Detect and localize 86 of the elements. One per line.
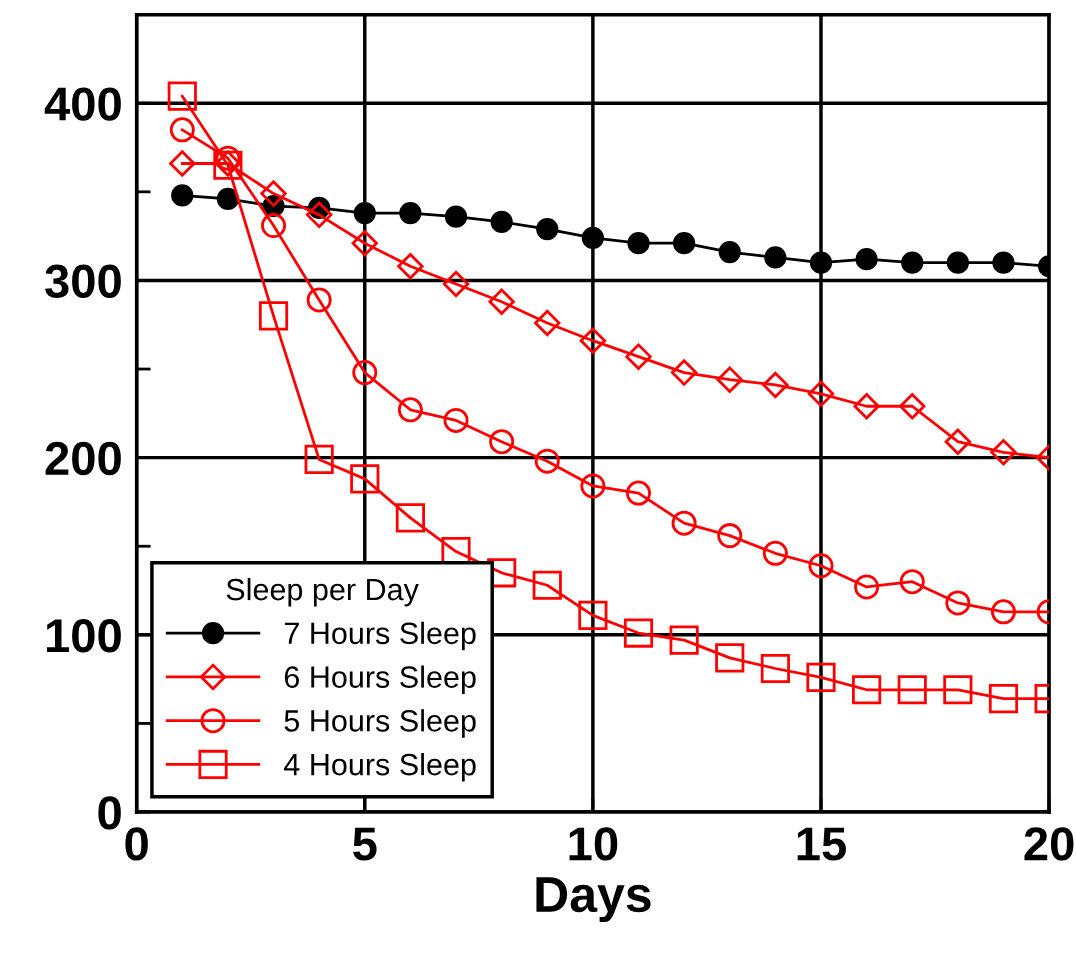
point bbox=[897, 675, 927, 705]
point bbox=[807, 380, 835, 408]
point bbox=[305, 201, 333, 229]
point bbox=[625, 343, 652, 370]
point bbox=[943, 675, 973, 705]
y-tick-label: 200 bbox=[45, 441, 121, 476]
point bbox=[352, 360, 378, 386]
point bbox=[717, 523, 743, 549]
point bbox=[395, 503, 425, 533]
point bbox=[626, 480, 651, 506]
point bbox=[852, 675, 882, 705]
point bbox=[216, 187, 240, 211]
point bbox=[443, 407, 469, 433]
legend-title: Sleep per Day bbox=[226, 577, 419, 607]
point bbox=[671, 510, 697, 536]
point bbox=[762, 371, 789, 399]
legend-label: 5 Hours Sleep bbox=[284, 709, 476, 738]
legend-label: 6 Hours Sleep bbox=[284, 665, 476, 694]
point bbox=[945, 590, 971, 616]
point bbox=[351, 230, 378, 257]
point bbox=[490, 210, 513, 234]
point bbox=[627, 232, 650, 255]
point bbox=[899, 569, 925, 595]
point bbox=[167, 81, 197, 111]
y-tick-label: 300 bbox=[45, 264, 121, 299]
point bbox=[764, 246, 787, 269]
point bbox=[169, 117, 195, 143]
x-tick-label: 10 bbox=[569, 827, 618, 861]
point bbox=[171, 184, 194, 207]
point bbox=[809, 251, 833, 274]
point bbox=[946, 251, 969, 274]
point bbox=[992, 251, 1015, 274]
legend-label: 7 Hours Sleep bbox=[284, 621, 476, 651]
point bbox=[536, 217, 559, 241]
y-tick-label: 0 bbox=[98, 796, 121, 830]
point bbox=[990, 439, 1017, 466]
x-tick-label: 20 bbox=[1024, 827, 1074, 861]
point bbox=[489, 429, 515, 455]
point bbox=[855, 248, 878, 271]
point bbox=[718, 240, 741, 264]
point bbox=[261, 213, 287, 239]
point bbox=[670, 359, 698, 386]
point bbox=[397, 253, 424, 280]
x-tick-label: 15 bbox=[797, 827, 846, 861]
point bbox=[901, 251, 924, 274]
point bbox=[715, 643, 745, 673]
y-tick-label: 400 bbox=[44, 87, 121, 121]
point bbox=[579, 327, 607, 354]
point bbox=[899, 393, 926, 420]
point bbox=[808, 553, 834, 579]
point bbox=[806, 662, 836, 692]
point bbox=[532, 570, 562, 600]
point bbox=[581, 226, 604, 250]
point bbox=[306, 287, 332, 313]
point bbox=[990, 599, 1016, 625]
y-tick-label: 100 bbox=[46, 618, 121, 653]
point bbox=[580, 473, 606, 499]
point bbox=[673, 232, 696, 255]
point bbox=[258, 301, 289, 331]
point bbox=[988, 684, 1019, 714]
point bbox=[399, 201, 422, 225]
legend-label: 4 Hours Sleep bbox=[284, 752, 476, 782]
point bbox=[853, 393, 880, 420]
point bbox=[442, 270, 470, 298]
point bbox=[488, 288, 515, 315]
x-tick-label: 5 bbox=[353, 827, 377, 861]
point bbox=[350, 464, 380, 494]
point bbox=[578, 600, 608, 630]
x-axis-title: Days bbox=[536, 877, 651, 923]
point bbox=[762, 540, 788, 566]
x-tick-label: 0 bbox=[125, 827, 148, 861]
point bbox=[215, 145, 241, 171]
point bbox=[304, 444, 334, 474]
point bbox=[260, 180, 287, 207]
point bbox=[760, 653, 790, 684]
point bbox=[169, 150, 196, 177]
point bbox=[534, 309, 561, 337]
point bbox=[944, 428, 972, 455]
point bbox=[854, 574, 880, 600]
point bbox=[534, 448, 560, 474]
point bbox=[716, 366, 743, 393]
point bbox=[353, 201, 376, 225]
point bbox=[444, 205, 468, 228]
point bbox=[397, 397, 423, 423]
point bbox=[669, 625, 699, 655]
point bbox=[623, 618, 654, 648]
